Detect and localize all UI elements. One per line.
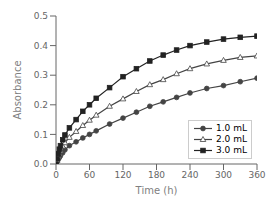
svg-text:0: 0 xyxy=(53,170,59,180)
svg-text:0.3: 0.3 xyxy=(34,70,48,80)
svg-text:240: 240 xyxy=(181,170,198,180)
html-text:3.0 mL: 3.0 mL xyxy=(216,145,247,155)
svg-text:0.2: 0.2 xyxy=(34,100,48,110)
svg-text:0.1: 0.1 xyxy=(34,130,48,140)
svg-text:300: 300 xyxy=(215,170,232,180)
svg-text:Absorbance: Absorbance xyxy=(12,60,23,119)
svg-text:360: 360 xyxy=(248,170,265,180)
svg-text:0.5: 0.5 xyxy=(34,11,48,21)
svg-text:120: 120 xyxy=(114,170,131,180)
svg-text:0.4: 0.4 xyxy=(34,41,49,51)
svg-text:60: 60 xyxy=(84,170,96,180)
html-text:2.0 mL: 2.0 mL xyxy=(216,134,247,144)
svg-text:180: 180 xyxy=(148,170,165,180)
svg-text:0.0: 0.0 xyxy=(34,159,49,169)
svg-text:Time (h): Time (h) xyxy=(135,185,178,196)
html-text:1.0 mL: 1.0 mL xyxy=(216,123,247,133)
